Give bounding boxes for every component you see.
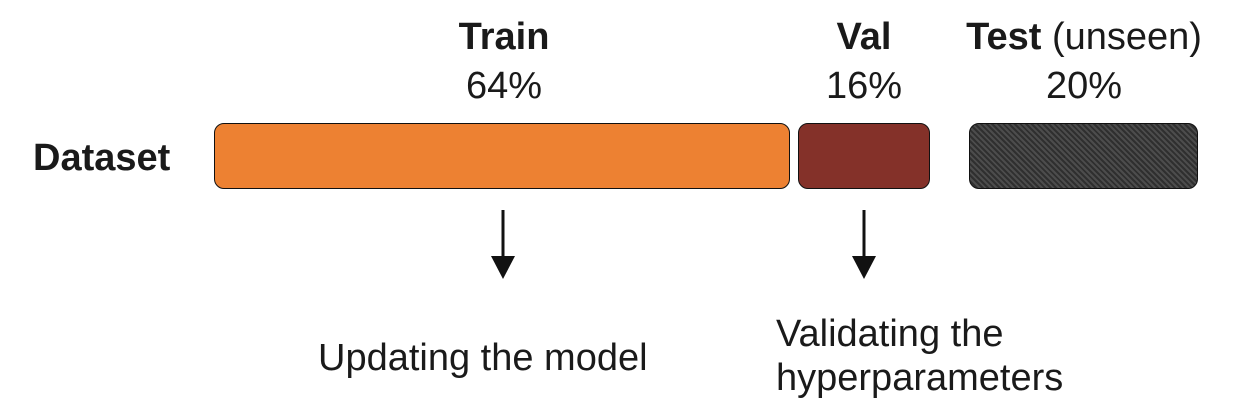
val-arrow-icon [852,210,876,279]
val-split-title: Val [836,16,892,58]
val-description-line1: Validating the [776,313,1004,355]
train-arrow-icon [491,210,515,279]
val-description: Validating the hyperparameters [776,312,1063,400]
val-segment [798,123,930,189]
train-split-title: Train [458,16,550,58]
train-split-percent: 64% [465,65,543,107]
train-description: Updating the model [318,337,648,379]
test-split-qualifier: (unseen) [1051,16,1202,58]
test-split-title: Test (unseen) [962,15,1206,59]
test-split-name: Test [966,16,1042,58]
val-description-line2: hyperparameters [776,357,1064,399]
train-segment [214,123,790,189]
dataset-label: Dataset [33,137,171,179]
test-split-percent: 20% [1045,65,1123,107]
test-segment [969,123,1198,189]
val-split-percent: 16% [825,65,903,107]
